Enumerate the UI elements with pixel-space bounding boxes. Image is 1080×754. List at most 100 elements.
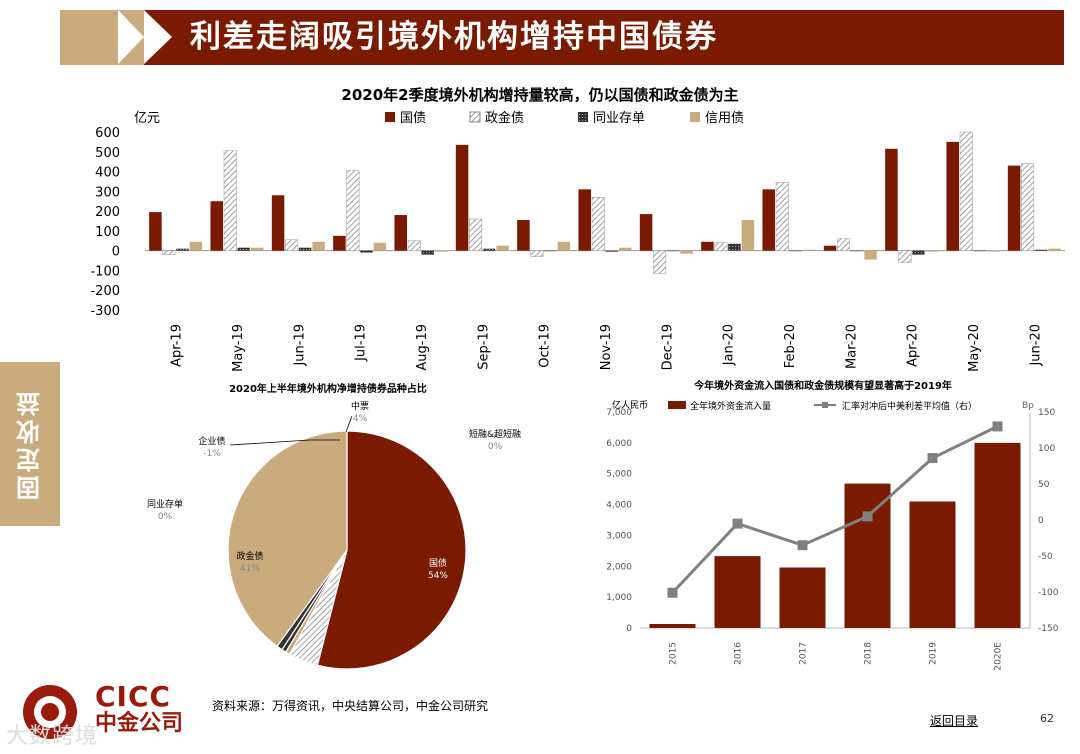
chart3-bar: [844, 483, 891, 628]
chart3-line-marker: [992, 421, 1003, 432]
chart1-bar: [680, 250, 693, 254]
chart3-xtick: 2017: [799, 642, 809, 665]
back-to-contents-link[interactable]: 返回目录: [930, 714, 979, 728]
chart1-bar: [837, 238, 851, 251]
chart1-bar: [946, 141, 959, 251]
chart1-bar: [898, 250, 912, 263]
cicc-logo-text: CICC 中金公司: [95, 683, 183, 735]
chart1-bar: [373, 242, 387, 251]
chart1-xtick: Sep-19: [476, 324, 491, 370]
chart3-ytick-right: 100: [1038, 444, 1055, 454]
chart1-bar: [482, 248, 496, 251]
chart1-bar: [149, 212, 162, 251]
chart1-ytick: 600: [95, 126, 120, 141]
chart1-xtick: Oct-19: [538, 324, 553, 368]
chart3-legend-label: 全年境外资金流入量: [690, 400, 771, 412]
chart1-bar: [714, 242, 728, 251]
chart1-bar: [823, 245, 837, 251]
chart1-bar: [544, 250, 557, 252]
chart1-xtick: Aug-19: [415, 324, 430, 371]
chart3-legend-marker: [822, 402, 828, 408]
chart1-bar: [912, 250, 925, 255]
chart1-bar: [666, 250, 680, 252]
chart1-bar: [803, 249, 816, 251]
chart3-xtick: 2019: [929, 642, 939, 665]
chart3-ytick-left: 3,000: [606, 531, 632, 541]
chart1-ytick: -100: [90, 264, 120, 279]
chart2-slice: [316, 430, 467, 670]
chart1-bar: [333, 235, 346, 251]
chart2-label-pct: 54%: [428, 571, 448, 581]
chart2-label-name: 同业存单: [147, 498, 183, 510]
chart1-title: 2020年2季度境外机构增持量较高，仍以国债和政金债为主: [341, 86, 738, 104]
banner-accent-notch: [118, 10, 144, 64]
chart1-legend-label: 信用债: [705, 111, 744, 126]
logo-en: CICC: [95, 680, 172, 713]
chart3-ylabel-left: 亿人民币: [612, 399, 648, 411]
chart1-xtick: Nov-19: [599, 324, 614, 370]
chart3-xtick: 2016: [734, 642, 744, 665]
chart1-bar: [189, 241, 203, 251]
chart2-label-pct: 0%: [488, 442, 503, 452]
chart1-xtick: Mar-20: [844, 324, 859, 369]
chart1-bar: [973, 250, 986, 252]
chart3-xtick: 2018: [864, 642, 874, 665]
title-banner: [144, 10, 1064, 65]
chart1-bar: [1021, 163, 1035, 251]
chart2-title: 2020年上半年境外机构净增持债券品种占比: [229, 382, 427, 395]
chart1-bar: [285, 239, 299, 251]
chart1-bar: [496, 245, 509, 251]
chart1-xtick: Apr-19: [170, 324, 185, 367]
chart3-line-marker: [732, 518, 743, 529]
chart3-line: [671, 425, 999, 594]
chart1-ytick: 400: [95, 166, 120, 181]
page-number: 62: [1040, 712, 1054, 725]
chart1-bar: [619, 247, 632, 251]
chart1-bar: [775, 182, 789, 251]
chart3-ytick-left: 1,000: [606, 593, 632, 603]
chart1-bar: [1007, 165, 1021, 251]
chart1-bar: [959, 131, 973, 251]
chart1-xtick: May-19: [231, 324, 246, 372]
source-note: 资料来源：万得资讯，中央结算公司，中金公司研究: [212, 699, 489, 713]
section-tab[interactable]: [0, 362, 60, 526]
chart1-bar: [557, 241, 571, 251]
chart3-line-marker: [797, 540, 808, 551]
chart2-leader-line: [345, 415, 353, 433]
chart1-bar: [741, 220, 755, 251]
chart1-legend-swatch: [578, 112, 588, 122]
chart1-bar: [885, 148, 898, 251]
cicc-logo-icon: [18, 682, 88, 746]
chart1-bar: [223, 150, 237, 251]
chart1-bar: [421, 250, 434, 255]
chart3-ytick-right: -150: [1038, 624, 1059, 634]
chart3-line-marker: [667, 587, 678, 598]
chart1-legend-swatch: [385, 112, 395, 122]
chart3-ytick-left: 2,000: [606, 562, 632, 572]
chart3-ytick-left: 6,000: [606, 439, 632, 449]
chart3-ytick-left: 5,000: [606, 470, 632, 480]
chart1-bar: [298, 247, 312, 251]
chart2-label-name: 中票: [351, 400, 369, 412]
chart1-bar: [530, 250, 544, 257]
chart2-label-pct: 41%: [240, 564, 260, 574]
chart2-label-name: 企业债: [198, 435, 225, 447]
chart1-bar: [407, 240, 421, 251]
chart1-legend-label: 国债: [400, 111, 426, 126]
chart1-bar: [762, 189, 775, 251]
chart1-bar: [925, 250, 939, 252]
chart1-bar: [312, 241, 325, 251]
chart3-legend-swatch: [668, 401, 686, 409]
chart2-label-pct: -1%: [203, 449, 221, 459]
chart1-bar: [850, 250, 864, 252]
chart1-bar: [394, 215, 407, 251]
chart1-bar: [251, 247, 264, 251]
chart3-bar: [714, 556, 761, 628]
chart1-legend-label: 同业存单: [593, 111, 645, 126]
chart1-bar: [591, 197, 605, 251]
chart1-bar: [701, 241, 714, 251]
chart1-xtick: Feb-20: [783, 324, 798, 368]
chart1-bar: [237, 247, 250, 251]
chart3-line-marker: [862, 511, 873, 522]
